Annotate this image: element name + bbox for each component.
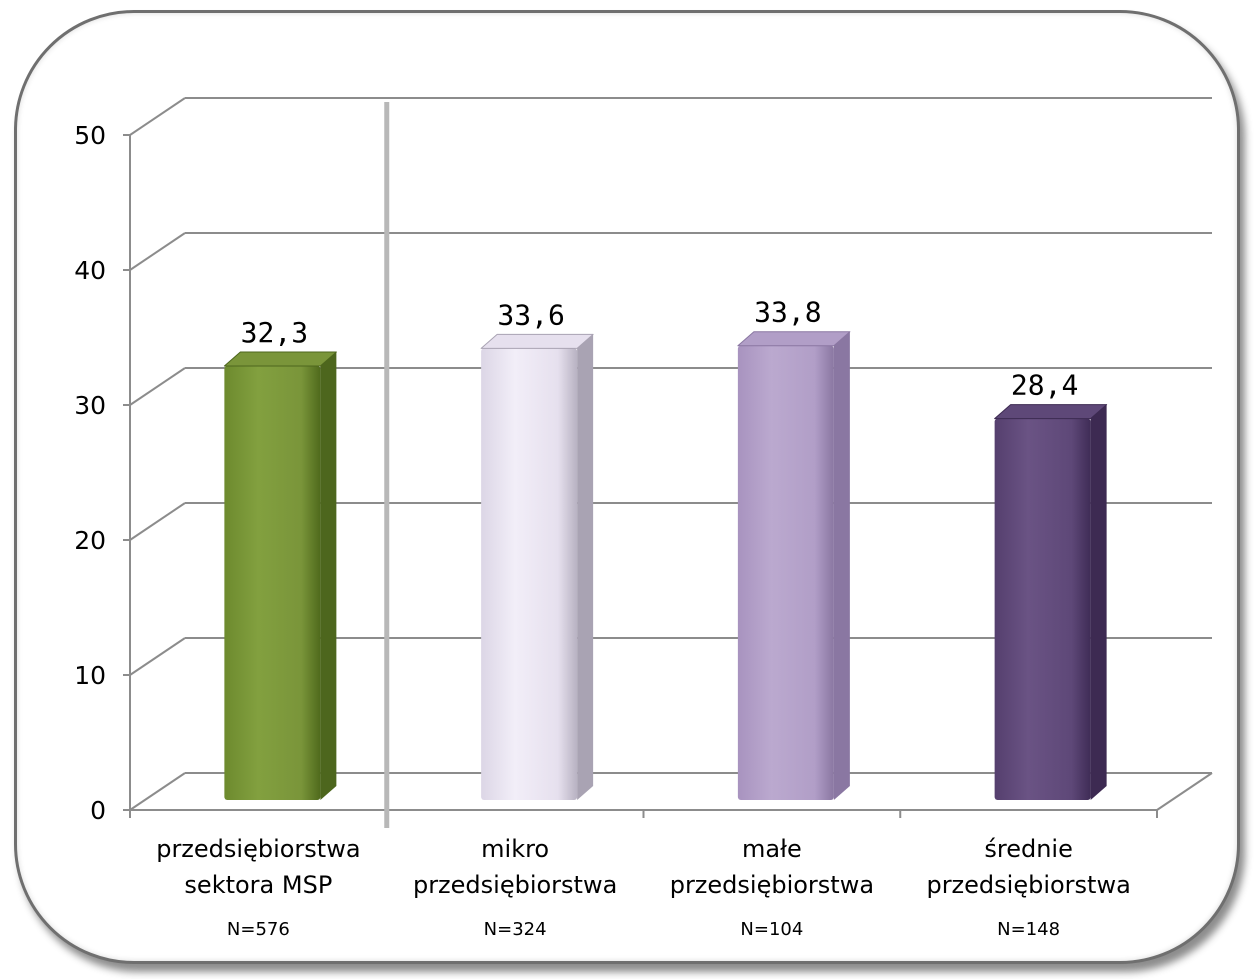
bar-top: [223, 351, 337, 367]
gridline-depth: [129, 367, 186, 406]
y-tick-label: 10: [74, 661, 106, 690]
bar: [224, 365, 321, 800]
axes: [123, 102, 1213, 828]
data-label: 33,6: [497, 298, 564, 331]
floor-edge: [1156, 772, 1213, 811]
category-label: średnie: [984, 835, 1073, 863]
category-label: małe: [742, 835, 802, 863]
category-label: sektora MSP: [184, 871, 332, 899]
bar-top: [480, 333, 594, 349]
bar-side: [320, 351, 337, 800]
bars: [223, 331, 1108, 800]
category-label: przedsiębiorstwa: [156, 835, 360, 863]
bar-top: [994, 404, 1108, 420]
data-label: 33,8: [754, 296, 821, 329]
bar-side: [1090, 404, 1107, 800]
gridline-depth: [129, 232, 186, 271]
y-tick-label: 30: [74, 391, 106, 420]
bar-top: [737, 331, 851, 347]
bar: [737, 345, 834, 800]
sample-size-label: N=324: [484, 919, 547, 940]
sample-size-label: N=576: [227, 919, 290, 940]
y-tick-label: 50: [74, 121, 106, 150]
sample-size-label: N=104: [740, 919, 803, 940]
bar-side: [577, 334, 594, 800]
data-label: 28,4: [1011, 369, 1078, 402]
category-label: mikro: [481, 835, 549, 863]
bar: [481, 348, 578, 800]
category-label: przedsiębiorstwa: [413, 871, 617, 899]
y-tick-label: 40: [74, 256, 106, 285]
gridline-depth: [129, 772, 186, 811]
gridline-depth: [129, 637, 186, 676]
data-label: 32,3: [241, 316, 308, 349]
category-label: przedsiębiorstwa: [926, 871, 1130, 899]
bar: [994, 418, 1091, 800]
labels: 0 10 20 30 40 50 32,3 przedsiębiorstwa sektora M…: [74, 121, 1131, 940]
category-label: przedsiębiorstwa: [670, 871, 874, 899]
sample-size-label: N=148: [997, 919, 1060, 940]
y-tick-label: 0: [90, 796, 106, 825]
y-tick-label: 20: [74, 526, 106, 555]
gridline-depth: [129, 97, 186, 136]
bar-side: [833, 331, 850, 800]
gridline-depth: [129, 502, 186, 541]
